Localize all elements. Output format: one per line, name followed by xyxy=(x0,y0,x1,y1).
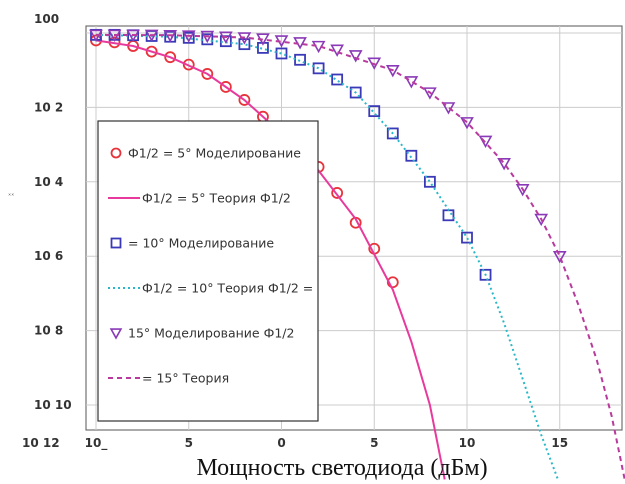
legend-entry: Ф1/2 = 5° Теория Ф1/2 xyxy=(142,191,291,206)
series-point xyxy=(368,105,381,118)
legend-entry: = 15° Теория xyxy=(142,371,229,386)
series-point xyxy=(441,102,456,115)
y-tick-label: 10 4 xyxy=(34,175,63,189)
series-point xyxy=(386,127,399,140)
series-point xyxy=(349,86,362,99)
y-tick-label: 10 10 xyxy=(34,398,72,412)
legend-entry: = 10° Моделирование xyxy=(128,236,274,251)
series-point xyxy=(423,175,436,188)
series-point xyxy=(348,50,363,63)
x-tick-label: 5 xyxy=(370,436,378,450)
x-tick-label: 15 xyxy=(551,436,568,450)
legend-entry: 15° Моделирование Ф1/2 xyxy=(128,326,294,341)
series-point xyxy=(534,213,549,227)
y-tick-label: 10 6 xyxy=(34,249,63,263)
series-point xyxy=(201,68,214,80)
series-point xyxy=(385,65,400,78)
series-point xyxy=(219,81,232,93)
series-point xyxy=(461,231,473,244)
series-line xyxy=(95,33,625,480)
series-point xyxy=(238,38,251,51)
series-point xyxy=(312,62,325,75)
series-line xyxy=(95,33,559,480)
series-point xyxy=(238,94,251,106)
x-tick-label: 0 xyxy=(277,436,285,450)
legend-box xyxy=(97,120,319,422)
series-point xyxy=(331,73,344,86)
legend-entry: Ф1/2 = 5° Моделирование xyxy=(128,146,301,161)
series-point xyxy=(275,47,288,60)
legend-swatch xyxy=(110,147,122,159)
series-point xyxy=(367,57,382,70)
series-point xyxy=(405,149,418,162)
series-point xyxy=(515,184,530,197)
x-tick-label: 10 xyxy=(459,436,476,450)
series-point xyxy=(552,251,567,264)
x-tick-label: 10_ xyxy=(85,436,108,451)
x-axis-ticks: 10_ 5 0 5 10 15 xyxy=(85,436,568,451)
series-point xyxy=(331,187,344,199)
series-point xyxy=(330,44,345,57)
series-point xyxy=(478,135,493,149)
legend: Ф1/2 = 5° Моделирование Ф1/2 = 5° Теория … xyxy=(97,120,319,422)
series-point xyxy=(182,31,195,44)
y-tick-label: 10 8 xyxy=(34,324,63,338)
y-tick-label: 100 xyxy=(34,12,59,26)
series-point xyxy=(497,158,511,171)
legend-swatch xyxy=(109,328,123,340)
series-point xyxy=(145,45,158,58)
legend-swatch xyxy=(110,237,122,249)
y-axis-label: ˣˣ xyxy=(8,192,14,200)
series-point xyxy=(479,268,492,281)
series-point xyxy=(423,87,437,100)
y-tick-label: 10 2 xyxy=(34,100,63,114)
x-tick-label: 5 xyxy=(185,436,193,450)
legend-entry: Ф1/2 = 10° Теория Ф1/2 = xyxy=(142,281,313,296)
series-point xyxy=(460,117,474,130)
x-axis-label: Мощность светодиода (дБм) xyxy=(196,455,487,481)
series-point xyxy=(182,58,195,71)
corner-tick-label: 10 12 xyxy=(22,436,60,450)
series-point xyxy=(164,51,177,64)
y-axis-ticks: 100 10 2 10 4 10 6 10 8 10 10 xyxy=(34,12,72,412)
